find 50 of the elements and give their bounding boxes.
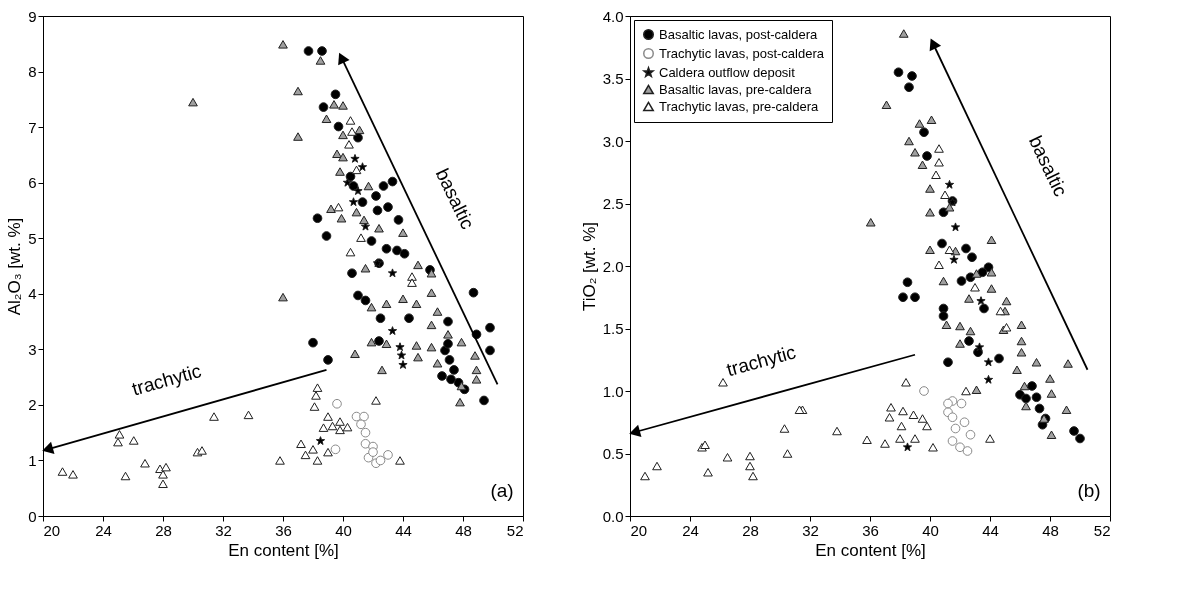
y-tick-label: 4 bbox=[28, 285, 37, 303]
x-tick-label: 28 bbox=[742, 521, 759, 539]
y-tick-label: 8 bbox=[28, 63, 37, 81]
x-tick-label: 36 bbox=[275, 521, 292, 539]
y-tick-label: 2.0 bbox=[602, 257, 624, 275]
y-tick-label: 2 bbox=[28, 396, 37, 414]
x-tick-label: 24 bbox=[682, 521, 699, 539]
y-tick-label: 7 bbox=[28, 118, 37, 136]
legend-label: Trachytic lavas, post-caldera bbox=[659, 45, 825, 61]
x-tick-label: 44 bbox=[395, 521, 412, 539]
y-tick-label: 3.0 bbox=[602, 132, 624, 150]
x-tick-label: 52 bbox=[1093, 521, 1111, 539]
annotation: trachytic bbox=[129, 360, 204, 400]
y-tick-label: 1 bbox=[28, 451, 37, 469]
y-tick-label: 0.0 bbox=[602, 507, 624, 525]
y-tick-label: 1.0 bbox=[602, 382, 624, 400]
y-tick-label: 0 bbox=[28, 507, 37, 525]
y-tick-label: 3.5 bbox=[602, 70, 624, 87]
x-tick-label: 28 bbox=[155, 521, 172, 539]
legend-label: Basaltic lavas, post-caldera bbox=[659, 26, 819, 42]
annotation: (a) bbox=[490, 480, 514, 501]
y-axis-title: TiO₂ [wt. %] bbox=[579, 221, 599, 312]
x-tick-label: 32 bbox=[215, 521, 232, 539]
x-tick-label: 32 bbox=[802, 521, 819, 539]
annotation: (b) bbox=[1077, 480, 1101, 501]
y-tick-label: 9 bbox=[28, 7, 37, 25]
y-tick-label: 0.5 bbox=[602, 445, 624, 462]
legend-label: Caldera outflow deposit bbox=[659, 64, 796, 80]
x-tick-label: 48 bbox=[1042, 521, 1059, 539]
y-tick-label: 5 bbox=[28, 229, 37, 247]
x-tick-label: 20 bbox=[630, 521, 648, 539]
y-axis-title: Al₂O₃ [wt. %] bbox=[5, 217, 25, 316]
y-tick-label: 1.5 bbox=[602, 320, 624, 337]
x-tick-label: 24 bbox=[95, 521, 112, 539]
x-tick-label: 40 bbox=[922, 521, 939, 539]
x-axis-title: En content [%] bbox=[815, 540, 926, 560]
annotation: trachytic bbox=[724, 341, 799, 381]
y-tick-label: 2.5 bbox=[602, 195, 624, 212]
y-tick-label: 6 bbox=[28, 174, 37, 192]
y-tick-label: 3 bbox=[28, 340, 37, 358]
y-tick-label: 4.0 bbox=[602, 7, 624, 25]
legend-label: Basaltic lavas, pre-caldera bbox=[659, 81, 813, 97]
x-tick-label: 36 bbox=[862, 521, 879, 539]
x-tick-label: 52 bbox=[506, 521, 524, 539]
x-tick-label: 48 bbox=[455, 521, 472, 539]
x-axis-title: En content [%] bbox=[228, 540, 339, 560]
x-tick-label: 20 bbox=[43, 521, 61, 539]
legend-label: Trachytic lavas, pre-caldera bbox=[659, 98, 819, 114]
x-tick-label: 44 bbox=[982, 521, 999, 539]
x-tick-label: 40 bbox=[335, 521, 352, 539]
